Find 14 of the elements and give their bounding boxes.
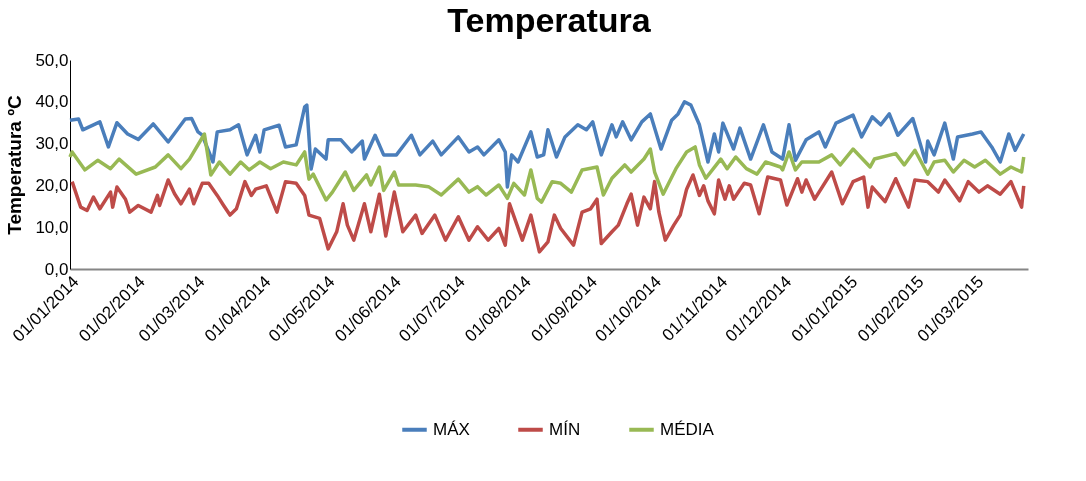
- y-axis-title: Temperatura ºC: [4, 94, 26, 235]
- legend-label: MÁX: [433, 419, 470, 439]
- legend-label: MÉDIA: [660, 419, 715, 439]
- line-series: [68, 132, 1026, 204]
- y-tick-label: 30,0: [35, 134, 69, 154]
- y-tick-label: 40,0: [35, 92, 69, 112]
- legend-label: MÍN: [549, 419, 581, 439]
- line-series: [68, 100, 1026, 189]
- y-tick-label: 50,0: [35, 50, 69, 70]
- y-tick-label: 10,0: [35, 217, 69, 237]
- y-tick-label: 20,0: [35, 175, 69, 195]
- line-series: [70, 170, 1026, 254]
- y-tick-label: 0,0: [44, 259, 69, 279]
- chart-title: Temperatura: [447, 1, 652, 39]
